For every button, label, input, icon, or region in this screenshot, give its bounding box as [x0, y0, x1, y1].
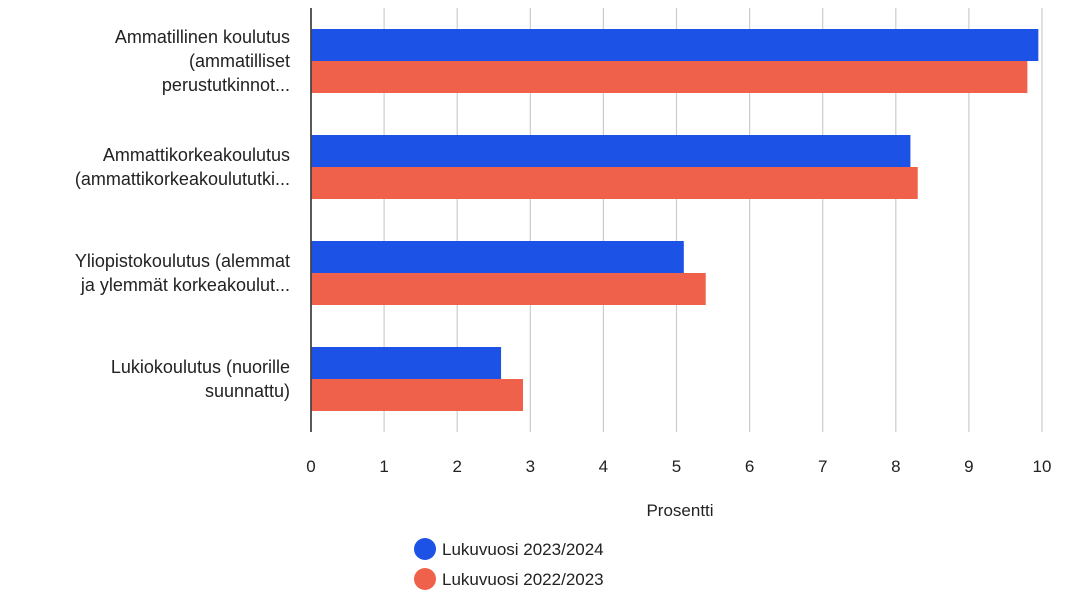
bar — [311, 167, 918, 199]
legend-label: Lukuvuosi 2022/2023 — [442, 570, 604, 589]
x-tick-label: 10 — [1033, 457, 1052, 476]
x-tick-label: 9 — [964, 457, 973, 476]
x-axis-title: Prosentti — [646, 501, 713, 520]
legend-swatch — [414, 568, 436, 590]
category-label: Lukiokoulutus (nuorille — [111, 357, 290, 377]
bar — [311, 273, 706, 305]
category-label: Ammattikorkeakoulutus — [103, 145, 290, 165]
bars — [311, 29, 1039, 411]
x-tick-label: 2 — [452, 457, 461, 476]
bar — [311, 61, 1028, 93]
x-tick-label: 8 — [891, 457, 900, 476]
category-label: ja ylemmät korkeakoulut... — [80, 275, 290, 295]
category-labels: Ammatillinen koulutus (ammatilliset perust… — [75, 27, 290, 401]
category-label: (ammatilliset — [189, 51, 290, 71]
category-label: (ammattikorkeakoulututki... — [75, 169, 290, 189]
x-tick-labels: 0 1 2 3 4 5 6 7 8 9 10 — [306, 457, 1051, 476]
legend-label: Lukuvuosi 2023/2024 — [442, 540, 604, 559]
x-tick-label: 4 — [599, 457, 608, 476]
x-tick-label: 1 — [379, 457, 388, 476]
x-tick-label: 6 — [745, 457, 754, 476]
x-tick-label: 7 — [818, 457, 827, 476]
x-tick-label: 0 — [306, 457, 315, 476]
bar — [311, 29, 1039, 61]
category-label: suunnattu) — [205, 381, 290, 401]
bar — [311, 241, 684, 273]
category-label: Yliopistokoulutus (alemmat — [75, 251, 290, 271]
legend-swatch — [414, 538, 436, 560]
category-label: perustutkinnot... — [162, 75, 290, 95]
category-label: Ammatillinen koulutus — [115, 27, 290, 47]
bar — [311, 379, 523, 411]
bar — [311, 135, 911, 167]
x-tick-label: 3 — [526, 457, 535, 476]
x-tick-label: 5 — [672, 457, 681, 476]
legend: Lukuvuosi 2023/2024 Lukuvuosi 2022/2023 — [414, 538, 604, 590]
bar — [311, 347, 502, 379]
